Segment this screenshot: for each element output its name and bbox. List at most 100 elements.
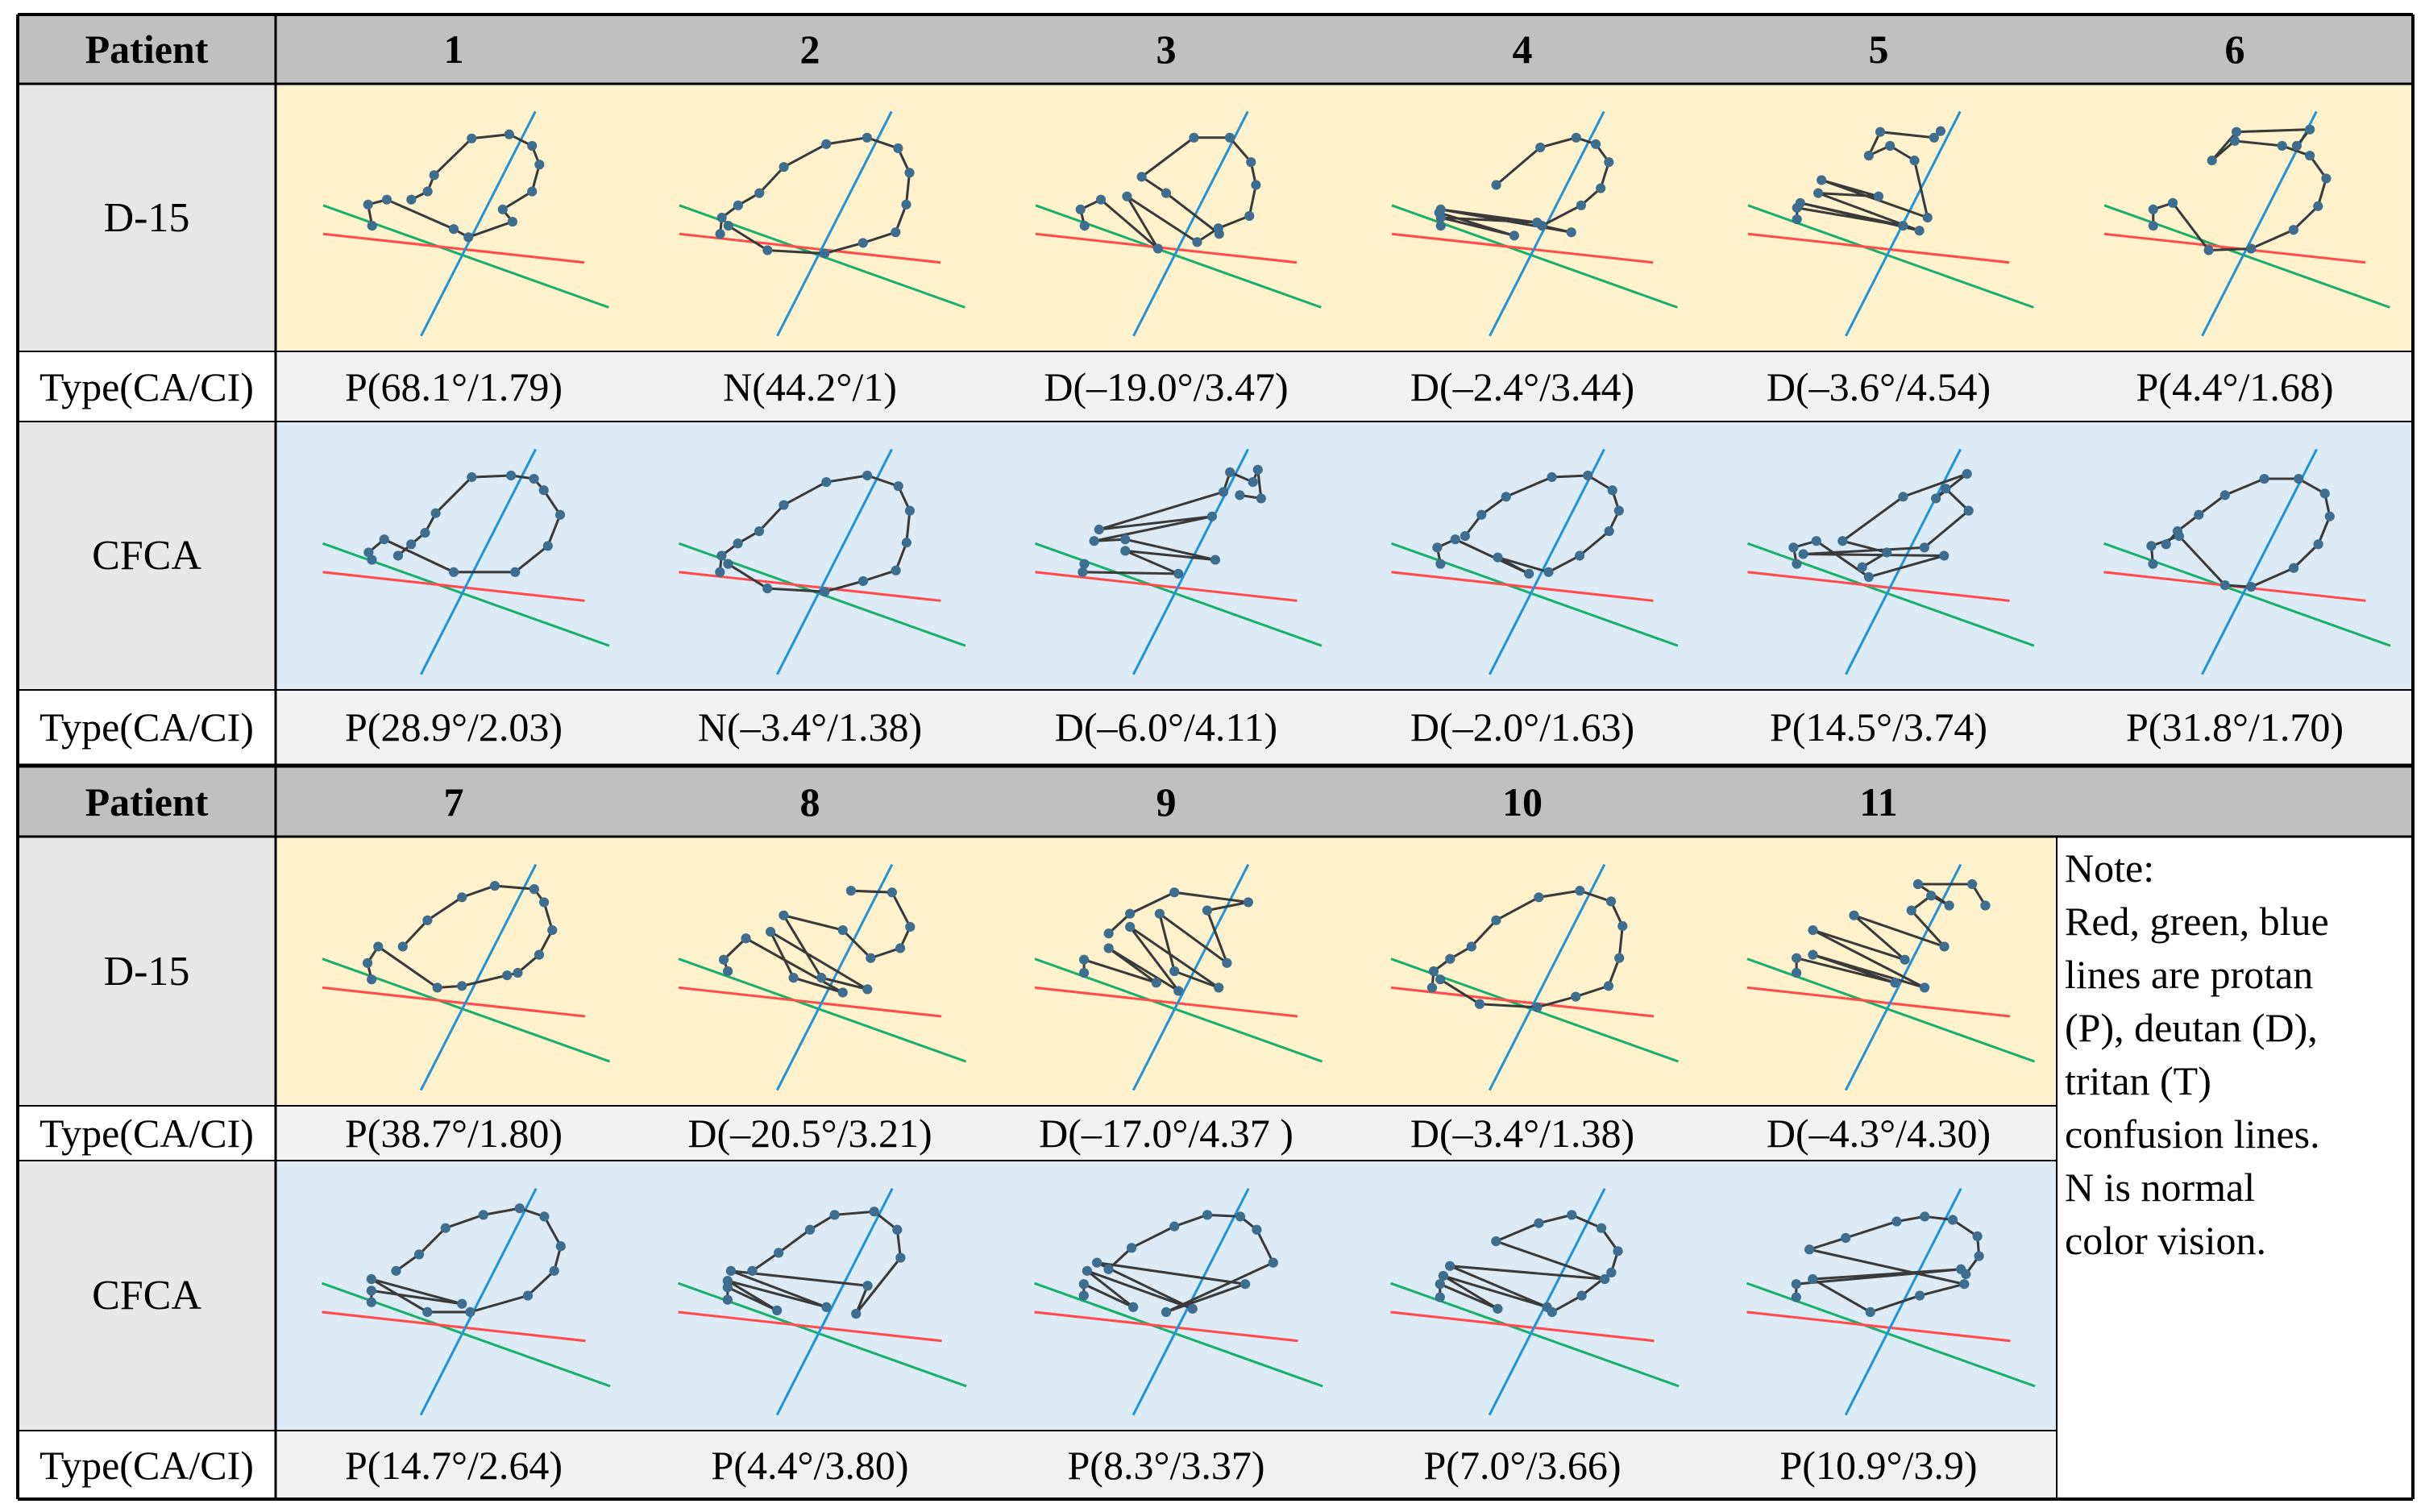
cap-dot-15: [392, 550, 404, 561]
cap-dot-6: [542, 541, 553, 551]
cap-dot-1: [1079, 221, 1090, 231]
tritan-confusion-line: [1489, 448, 1605, 675]
cfca-type-patient-6: P(31.8°/1.70): [2057, 690, 2413, 764]
tritan-confusion-line: [776, 110, 893, 337]
cap-dot-6: [1125, 921, 1136, 933]
cap-dot-10: [1596, 183, 1606, 193]
cfca-plot-patient-9: [1033, 1187, 1323, 1416]
cap-dot-11: [779, 500, 789, 510]
cap-dot-13: [2194, 509, 2204, 520]
protan-confusion-line: [1747, 571, 2010, 602]
cap-dot-7: [862, 1281, 873, 1291]
cap-dot-8: [851, 1308, 862, 1319]
deutan-confusion-line: [2103, 204, 2390, 309]
d15-type-label-text: Type(CA/CI): [39, 363, 254, 409]
patient-number-3-text: 3: [1156, 27, 1177, 72]
cap-dot-7: [497, 204, 508, 214]
cap-dot-14: [422, 186, 433, 197]
d15-type-patient-4: D(–2.4°/3.44): [1344, 351, 1700, 422]
cap-dot-12: [1863, 150, 1874, 161]
cap-dot-7: [513, 967, 523, 978]
cap-dot-14: [1125, 908, 1136, 919]
patient-number-6: 6: [2057, 15, 2413, 84]
cap-dot-12: [754, 525, 765, 537]
cap-dot-10: [1219, 487, 1229, 497]
cap-dot-13: [2231, 127, 2242, 137]
cap-dot-15: [2291, 140, 2303, 151]
cap-dot-2: [363, 199, 373, 210]
cap-dot-9: [534, 160, 545, 170]
d15-type-patient-2-text: N(44.2°/1): [723, 363, 897, 409]
d15-type-patient-6-text: P(4.4°/1.68): [2136, 363, 2334, 409]
cap-dot-3: [820, 248, 830, 259]
cap-dot-12: [895, 943, 906, 953]
cap-dot-11: [1596, 1223, 1607, 1233]
d15-plot-patient-4: [1391, 110, 1678, 337]
cap-dot-8: [2324, 511, 2335, 521]
tritan-confusion-line: [419, 1187, 538, 1416]
note-title: Note:: [2065, 845, 2155, 891]
cap-dot-6: [1192, 237, 1202, 247]
cap-dot-5: [463, 232, 474, 243]
cap-dot-14: [1476, 509, 1487, 520]
cap-dot-10: [821, 139, 832, 149]
cap-dot-12: [430, 508, 441, 518]
cfca-plot-patient-6: [2103, 448, 2391, 675]
deutan-confusion-line: [678, 957, 967, 1063]
cap-dot-4: [1524, 568, 1534, 579]
d15-plot-patient-10: [1390, 863, 1680, 1091]
cfca-type-patient-4: D(–2.0°/1.63): [1344, 690, 1700, 764]
cap-dot-2: [1474, 999, 1485, 1009]
cap-dot-7: [862, 984, 873, 995]
cap-dot-11: [1885, 140, 1896, 151]
cap-dot-7: [904, 505, 915, 516]
cfca-plot-patient-5: [1746, 448, 2035, 675]
cap-dot-9: [1613, 505, 1624, 516]
d15-row-label: D-15: [18, 84, 276, 351]
d15-plot-patient-6: [2103, 110, 2390, 337]
cap-dot-5: [1919, 982, 1930, 993]
tritan-confusion-line: [775, 1187, 894, 1416]
cap-dot-12: [489, 880, 500, 891]
cap-dot-14: [1428, 966, 1439, 977]
d15-plot-patient-5: [1747, 110, 2034, 337]
cap-dot-3: [373, 941, 384, 952]
cap-dot-7: [1089, 536, 1099, 546]
cap-dot-1: [1435, 1292, 1445, 1302]
cfca-plot-patient-4: [1390, 448, 1679, 675]
cap-dot-3: [820, 587, 830, 597]
cap-dot-11: [1926, 891, 1937, 901]
cfca-type-patient-10: P(7.0°/3.66): [1344, 1431, 1700, 1499]
note-line-1: Red, green, blue: [2065, 899, 2329, 944]
cfca-plot-patient-3: [1034, 448, 1323, 675]
cap-dot-10: [1222, 957, 1232, 968]
cap-dot-1: [723, 221, 733, 231]
cap-dot-15: [1103, 928, 1114, 939]
cap-dot-11: [779, 162, 789, 172]
cap-dot-11: [1962, 468, 1972, 480]
cap-dot-3: [1509, 231, 1519, 241]
cfca-type-patient-1: P(28.9°/2.03): [276, 690, 632, 764]
cap-dot-9: [1094, 524, 1104, 535]
cap-dot-12: [467, 133, 477, 143]
cap-dot-13: [429, 170, 439, 181]
cap-dot-12: [478, 1210, 488, 1220]
cfca-type-patient-2: N(–3.4°/1.38): [632, 690, 988, 764]
cap-dot-4: [1435, 212, 1446, 223]
arrangement-path: [719, 136, 911, 255]
cap-dot-15: [1935, 126, 1946, 136]
cfca-plot-patient-8: [677, 1187, 967, 1416]
tritan-confusion-line: [776, 448, 893, 675]
deutan-confusion-line: [677, 1281, 967, 1388]
patient-number-5: 5: [1700, 15, 2057, 84]
cap-dot-15: [1426, 982, 1438, 993]
patient-header-label: Patient: [18, 15, 276, 84]
cap-dot-4: [1808, 1273, 1818, 1285]
cap-dot-1: [1078, 1290, 1089, 1301]
tritan-confusion-line: [1132, 448, 1249, 675]
cap-dot-11: [1604, 157, 1614, 168]
d15-type-patient-3: D(–19.0°/3.47): [988, 351, 1344, 422]
cfca-type-patient-7-text: P(14.7°/2.64): [345, 1442, 563, 1488]
cap-dot-11: [467, 471, 477, 483]
cfca-plot-patient-10: [1389, 1187, 1680, 1416]
